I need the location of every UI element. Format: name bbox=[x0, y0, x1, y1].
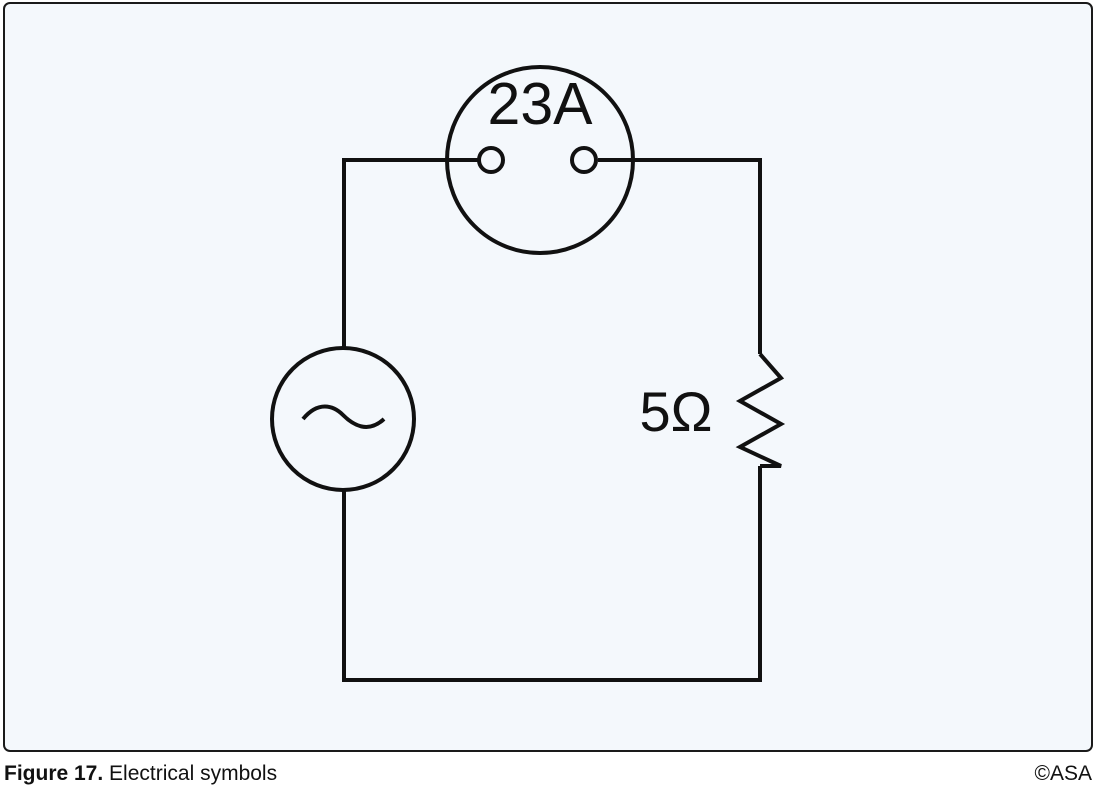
figure-panel bbox=[3, 2, 1093, 752]
resistor-value-label: 5Ω bbox=[639, 380, 712, 443]
ammeter bbox=[445, 65, 635, 255]
ac-source-icon bbox=[270, 346, 416, 492]
wire-top-left bbox=[342, 158, 478, 348]
ammeter-left-terminal bbox=[477, 146, 505, 174]
ammeter-right-terminal bbox=[570, 146, 598, 174]
wire-bottom bbox=[342, 466, 762, 682]
wire-top-right bbox=[598, 158, 762, 354]
copyright-notice: ©ASA bbox=[1034, 762, 1093, 785]
figure-title: Electrical symbols bbox=[109, 762, 278, 785]
ammeter-reading-label: 23A bbox=[488, 71, 594, 137]
ac-source bbox=[270, 346, 416, 492]
figure-caption: Figure 17. Electrical symbols bbox=[4, 761, 277, 787]
figure-caption-row: Figure 17. Electrical symbols ©ASA bbox=[4, 761, 1092, 787]
figure-number-label: Figure 17. bbox=[4, 762, 104, 785]
ammeter-icon bbox=[445, 65, 635, 255]
resistor-zigzag-icon bbox=[735, 352, 786, 468]
ac-wave-icon bbox=[301, 404, 386, 429]
